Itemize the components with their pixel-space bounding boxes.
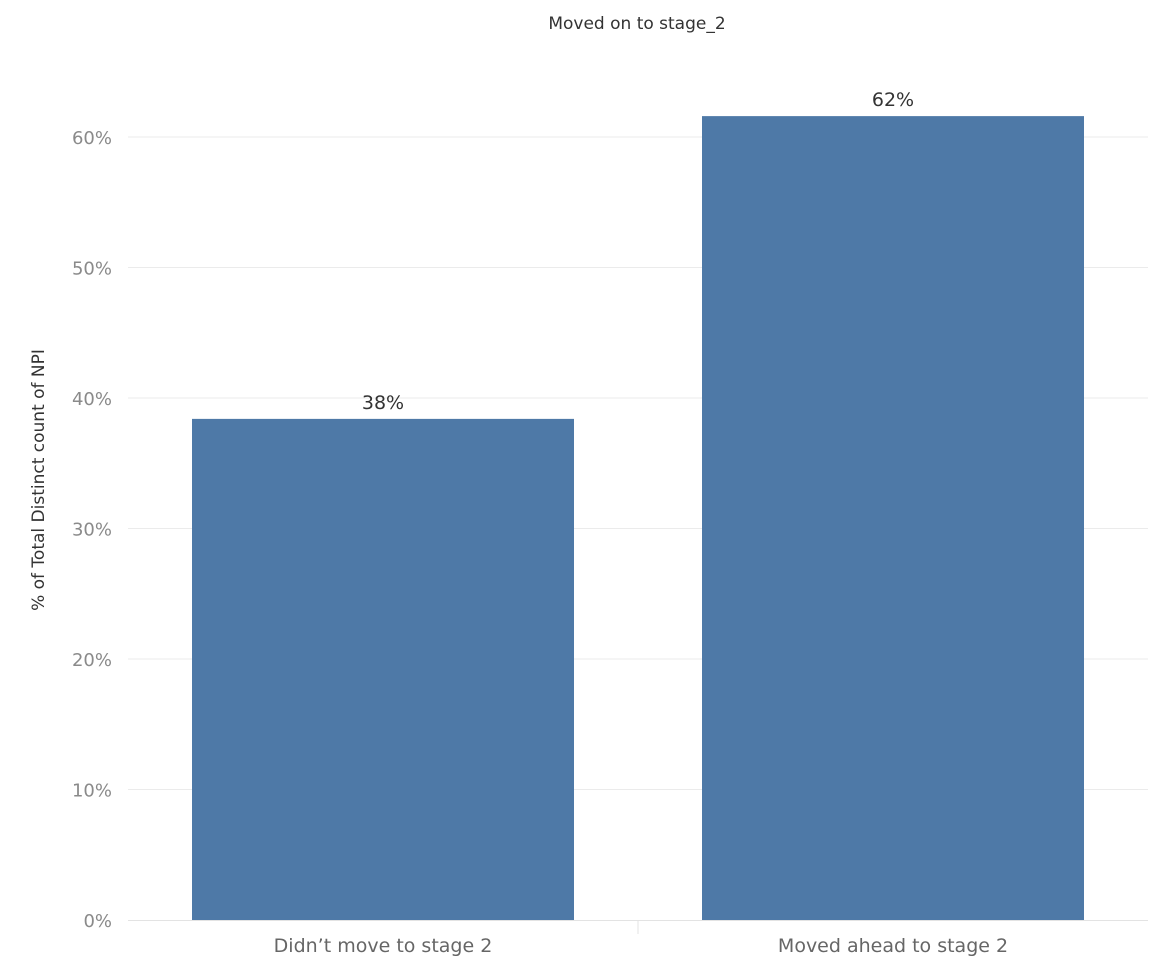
y-tick-label: 40% (72, 389, 112, 410)
y-tick-label: 10% (72, 781, 112, 802)
bar[interactable] (192, 418, 574, 920)
y-tick-label: 30% (72, 520, 112, 541)
x-category-label: Didn’t move to stage 2 (274, 935, 493, 957)
bar-value-label: 62% (872, 89, 914, 111)
chart-title: Moved on to stage_2 (548, 14, 725, 34)
y-axis-ticks: 0% 10% 20% 30% 40% 50% 60% (72, 128, 112, 932)
x-category-label: Moved ahead to stage 2 (778, 935, 1008, 957)
x-axis-categories: Didn’t move to stage 2 Moved ahead to sta… (274, 935, 1008, 957)
y-tick-label: 0% (83, 911, 112, 932)
bars (192, 116, 1084, 921)
value-labels: 38% 62% (362, 89, 914, 414)
bar-value-label: 38% (362, 392, 404, 414)
y-tick-label: 60% (72, 128, 112, 149)
bar[interactable] (702, 116, 1084, 921)
y-axis-label: % of Total Distinct count of NPI (29, 349, 49, 611)
y-tick-label: 50% (72, 259, 112, 280)
y-tick-label: 20% (72, 650, 112, 671)
